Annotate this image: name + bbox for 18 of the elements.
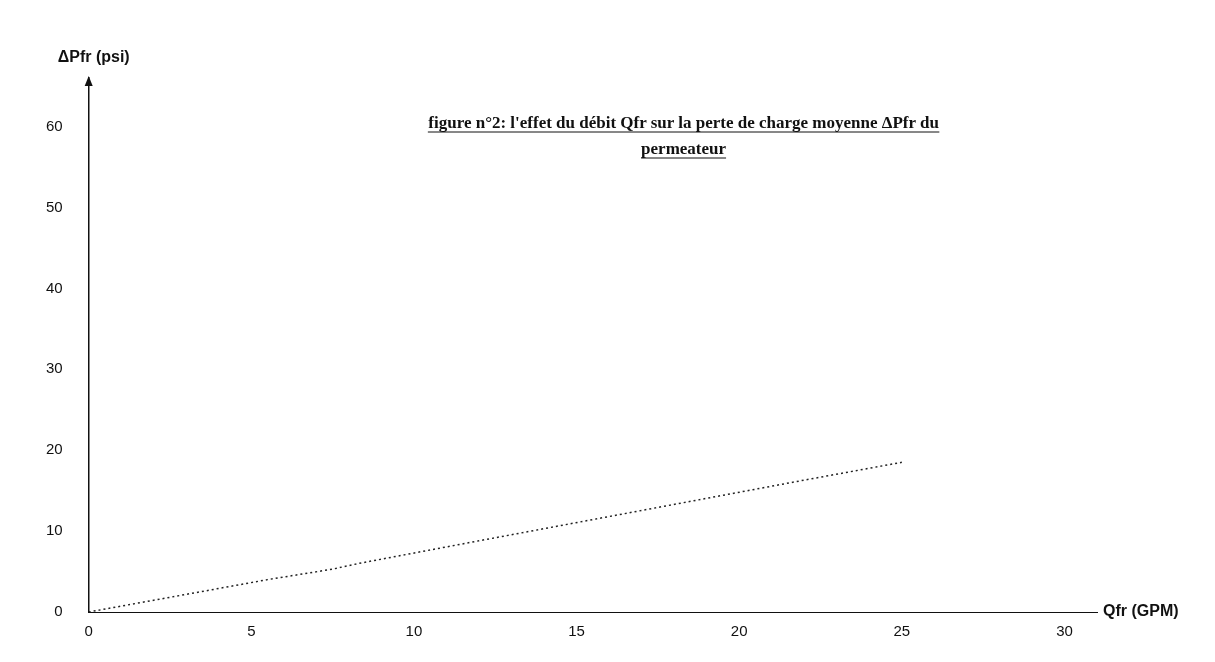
y-tick-label: 30 — [46, 359, 63, 377]
line-series — [88, 461, 903, 612]
x-tick-label: 5 — [247, 622, 256, 640]
y-tick-label: 50 — [46, 197, 63, 215]
y-tick-label: 60 — [46, 116, 63, 134]
y-axis-title: ΔPfr (psi) — [57, 48, 130, 66]
x-tick-label: 0 — [84, 622, 93, 640]
x-tick-label: 30 — [1056, 622, 1073, 640]
y-tick-label: 10 — [46, 521, 63, 539]
text: figure n°2: l'effet du débit Qfr sur la perte de charge moyenne ΔPfr du permeateur — [428, 113, 939, 158]
y-tick-label: 40 — [46, 278, 63, 296]
x-tick-label: 20 — [730, 622, 748, 640]
x-tick-label: 10 — [405, 622, 423, 640]
y-tick-label: 0 — [54, 602, 63, 620]
x-tick-label: 15 — [568, 622, 585, 640]
x-axis-title: Qfr (GPM) — [1103, 602, 1179, 620]
x-tick-label: 25 — [893, 622, 911, 640]
y-tick-label: 20 — [46, 440, 63, 458]
